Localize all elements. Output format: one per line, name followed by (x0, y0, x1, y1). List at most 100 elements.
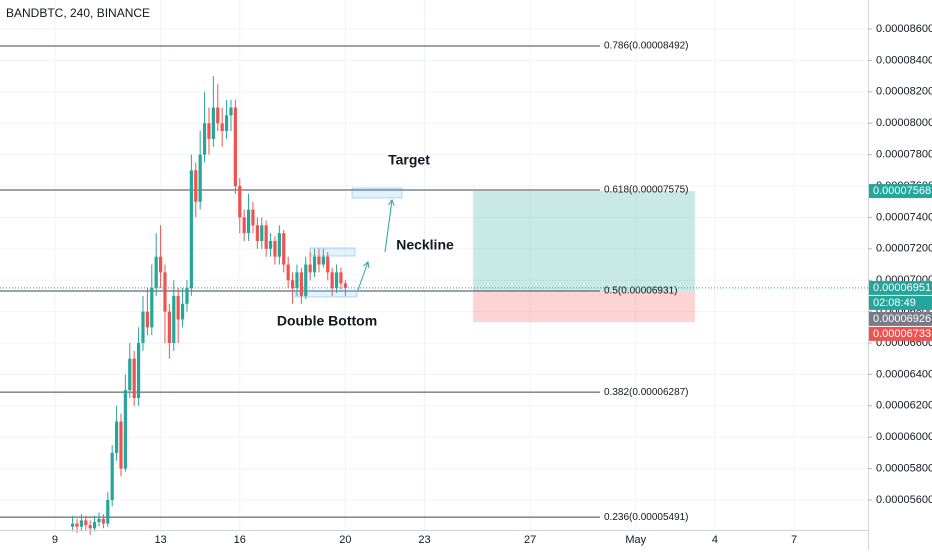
arrow (357, 261, 369, 291)
candle-body (229, 107, 233, 116)
target-badge (869, 184, 932, 199)
candle-body (114, 421, 119, 453)
candle-body (106, 500, 110, 524)
candle-body (211, 107, 215, 139)
y-tick-label: 0.00007200 (876, 243, 932, 255)
candle-body (304, 264, 308, 296)
candle-body (290, 280, 295, 289)
candle-body (79, 520, 83, 527)
y-tick-label: 0.00008000 (876, 117, 932, 129)
candle-body (220, 123, 224, 132)
candle-body (70, 523, 75, 527)
candle-body (189, 170, 193, 289)
x-tick-label: 7 (791, 534, 797, 546)
candle-body (224, 115, 229, 132)
y-tick-label: 0.00005800 (876, 463, 932, 475)
target-badge-label: 0.00007568 (873, 185, 931, 197)
candle-body (334, 272, 339, 289)
candle-body (154, 256, 158, 289)
candle-body (167, 311, 171, 344)
candle-body (264, 225, 268, 249)
candle-body (343, 283, 347, 288)
candle-body (286, 264, 290, 281)
stop-badge-label: 0.00006733 (873, 328, 931, 340)
candle-body (119, 421, 123, 469)
pattern-zone (309, 247, 356, 257)
candle-body (185, 288, 189, 304)
annotation: Double Bottom (277, 313, 377, 329)
last-price-badge (869, 280, 932, 295)
candle-body (110, 452, 114, 501)
x-tick-label: 4 (712, 534, 718, 546)
plot: 0.786(0.00008492) 0.618(0.00007575) 0.5(0.… (0, 41, 868, 535)
y-tick-label: 0.00006200 (876, 400, 932, 412)
candle-body (242, 217, 246, 234)
y-tick-label: 0.00008400 (876, 54, 932, 66)
candle-body (150, 288, 154, 328)
candle-body (141, 311, 145, 344)
candle-body (128, 358, 132, 391)
candle-body (92, 521, 97, 529)
arrow-head (363, 261, 370, 269)
candle-body (282, 233, 286, 265)
candle-body (216, 107, 220, 124)
arrow (384, 199, 393, 253)
candle-body (136, 343, 141, 398)
candle-body (172, 295, 176, 344)
candle-body (84, 520, 88, 526)
loss-zone (473, 291, 695, 323)
x-tick-label: 20 (339, 534, 351, 546)
candle-body (238, 186, 242, 218)
candle-body (308, 264, 312, 273)
y-tick-label: 0.00006400 (876, 368, 932, 380)
candle-body (312, 256, 317, 273)
entry-badge-label: 0.00006926 (873, 313, 931, 325)
candle-body (180, 303, 185, 320)
candle-body (299, 272, 303, 296)
x-tick-label: 13 (154, 534, 166, 546)
candle-body (330, 272, 334, 289)
candle-body (233, 107, 237, 187)
pattern-zone (351, 187, 403, 199)
y-tick-label: 0.00008600 (876, 23, 932, 35)
y-tick-label: 0.00005600 (876, 494, 932, 506)
y-tick-label: 0.00007400 (876, 211, 932, 223)
candle-body (132, 358, 136, 398)
candle-body (273, 240, 277, 257)
fib-label: 0.236(0.00005491) (604, 512, 689, 523)
arrow-head (388, 198, 395, 206)
candle-body (277, 233, 281, 257)
candle-body (75, 523, 79, 527)
candle-body (176, 295, 180, 320)
profit-zone (473, 191, 695, 292)
fib-label: 0.786(0.00008492) (604, 41, 689, 52)
x-tick-label: 9 (52, 534, 58, 546)
candle-body (326, 256, 330, 273)
candle-body (97, 518, 101, 522)
x-tick-label: 23 (418, 534, 430, 546)
fib-label: 0.5(0.00006931) (604, 286, 677, 297)
candle-body (145, 311, 149, 328)
candle-body (158, 256, 163, 273)
candle-body (101, 518, 105, 524)
x-tick-label: 27 (524, 534, 536, 546)
x-tick-label: May (625, 534, 646, 546)
fib-label: 0.382(0.00006287) (604, 387, 689, 398)
candle-body (198, 154, 202, 202)
chart-title: BANDBTC, 240, BINANCE (6, 6, 150, 20)
candle-body (123, 390, 127, 469)
candle-body (268, 240, 273, 249)
grid (0, 0, 868, 530)
countdown-badge (869, 295, 932, 310)
annotation: Target (388, 152, 430, 168)
candle-body (88, 525, 92, 529)
y-tick-label: 0.00008200 (876, 86, 932, 98)
candle-body (295, 272, 299, 289)
y-tick-label: 0.00007800 (876, 149, 932, 161)
candle-body (339, 272, 343, 284)
pattern-zone (294, 290, 358, 298)
candle-body (202, 123, 207, 155)
candle-body (163, 272, 167, 312)
candle-body (246, 209, 251, 234)
